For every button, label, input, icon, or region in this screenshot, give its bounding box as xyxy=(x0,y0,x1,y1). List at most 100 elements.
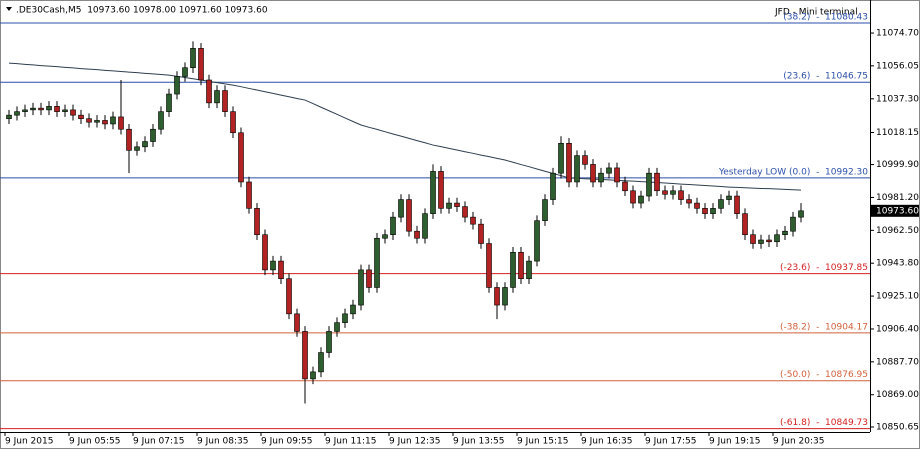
candle-body xyxy=(646,172,652,197)
level-label: Yesterday LOW (0.0) - 10992.30 xyxy=(718,167,868,177)
candle-body xyxy=(726,195,732,200)
candle-body xyxy=(30,107,36,111)
candle-body xyxy=(486,243,492,288)
candle-body xyxy=(566,142,572,183)
candle-body xyxy=(526,260,532,279)
candle-body xyxy=(94,120,100,123)
candle-body xyxy=(654,172,660,192)
candle-body xyxy=(782,230,788,236)
candle-body xyxy=(278,260,284,279)
candle-body xyxy=(190,48,196,68)
y-tick-label: 10850.65 xyxy=(876,422,919,432)
candle-body xyxy=(62,109,68,112)
candle-body xyxy=(366,269,372,288)
x-tick-label: 9 Jun 20:35 xyxy=(773,437,824,447)
candle-body xyxy=(230,111,236,134)
candle-body xyxy=(78,114,84,119)
candle-body xyxy=(318,352,324,373)
candle-body xyxy=(774,234,780,243)
candle-body xyxy=(166,93,172,112)
last-price-box xyxy=(871,204,919,217)
y-tick-label: 10962.50 xyxy=(876,226,919,236)
x-tick-label: 9 Jun 09:55 xyxy=(261,437,312,447)
x-tick-label: 9 Jun 17:55 xyxy=(645,437,696,447)
candle-body xyxy=(350,304,356,315)
x-tick-label: 9 Jun 08:35 xyxy=(197,437,248,447)
candle-body xyxy=(598,172,604,183)
candle-body xyxy=(494,287,500,306)
candle-body xyxy=(558,142,564,174)
y-tick-label: 10981.20 xyxy=(876,193,919,203)
candle-body xyxy=(518,252,524,279)
candle-body xyxy=(286,278,292,315)
candle-body xyxy=(174,76,180,95)
level-label: (-38.2) - 10904.17 xyxy=(780,322,868,332)
candle-body xyxy=(542,199,548,221)
y-tick-label: 11056.05 xyxy=(876,61,919,71)
y-tick-label: 11018.15 xyxy=(876,128,919,138)
candle-body xyxy=(606,167,612,174)
candle-body xyxy=(502,287,508,306)
y-tick-label: 11037.30 xyxy=(876,94,919,104)
menu-icon[interactable] xyxy=(6,7,12,11)
candle-body xyxy=(742,213,748,236)
x-tick-label: 9 Jun 16:35 xyxy=(581,437,632,447)
candle-body xyxy=(534,220,540,262)
candle-body xyxy=(142,141,148,148)
moving-average xyxy=(8,62,802,191)
candle-body xyxy=(446,202,452,209)
candle-body xyxy=(718,199,724,209)
level-label: (-50.0) - 10876.95 xyxy=(780,370,868,380)
candle-body xyxy=(790,216,796,232)
level-label: (-61.8) - 10849.73 xyxy=(780,418,868,428)
candle-body xyxy=(614,167,620,183)
candle-body xyxy=(750,234,756,244)
terminal-label: JFD - Mini terminal xyxy=(774,8,858,18)
x-tick-label: 9 Jun 13:55 xyxy=(453,437,504,447)
candle-body xyxy=(270,260,276,271)
candle-body xyxy=(590,164,596,183)
candle-body xyxy=(550,172,556,200)
candle-body xyxy=(110,116,116,125)
candle-body xyxy=(622,181,628,192)
candle-body xyxy=(198,48,204,81)
candle-body xyxy=(710,208,716,214)
candle-body xyxy=(454,202,460,207)
y-tick-label: 10999.90 xyxy=(876,160,919,170)
y-tick-label: 10925.10 xyxy=(876,292,919,302)
candle-body xyxy=(758,239,764,244)
symbol-header: .DE30Cash,M5 10973.60 10978.00 10971.60 … xyxy=(16,6,268,16)
candle-body xyxy=(134,146,140,151)
candle-body xyxy=(246,181,252,209)
candle-body xyxy=(54,106,60,112)
candle-body xyxy=(462,206,468,218)
candle-body xyxy=(430,171,436,214)
level-label: (38.2) - 11080.43 xyxy=(783,12,868,22)
candle-body xyxy=(766,239,772,243)
candle-body xyxy=(150,128,156,142)
candle-body xyxy=(638,195,644,204)
candle-body xyxy=(798,210,804,218)
x-tick-label: 9 Jun 15:15 xyxy=(517,437,568,447)
candle-body xyxy=(254,208,260,236)
candle-body xyxy=(22,109,28,112)
candle-body xyxy=(70,109,76,116)
candle-body xyxy=(46,106,52,111)
candle-body xyxy=(734,195,740,214)
candle-body xyxy=(262,234,268,271)
candle-body xyxy=(470,216,476,225)
candle-body xyxy=(158,111,164,130)
candle-body xyxy=(302,331,308,380)
x-tick-label: 9 Jun 12:35 xyxy=(389,437,440,447)
candle-body xyxy=(414,230,420,239)
candle-body xyxy=(422,213,428,239)
x-tick-label: 9 Jun 05:55 xyxy=(69,437,120,447)
y-tick-label: 10943.80 xyxy=(876,259,919,269)
x-tick-label: 9 Jun 07:15 xyxy=(133,437,184,447)
candle-body xyxy=(310,371,316,380)
y-tick-label: 10887.70 xyxy=(876,357,919,367)
candle-body xyxy=(670,190,676,195)
level-label: (23.6) - 11046.75 xyxy=(783,72,868,82)
